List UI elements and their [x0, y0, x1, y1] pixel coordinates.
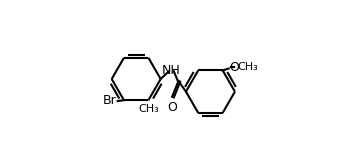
Text: O: O: [229, 61, 240, 74]
Text: O: O: [167, 101, 177, 114]
Text: Br: Br: [103, 94, 117, 107]
Text: CH₃: CH₃: [238, 62, 258, 72]
Text: NH: NH: [162, 64, 180, 77]
Text: CH₃: CH₃: [139, 104, 159, 114]
